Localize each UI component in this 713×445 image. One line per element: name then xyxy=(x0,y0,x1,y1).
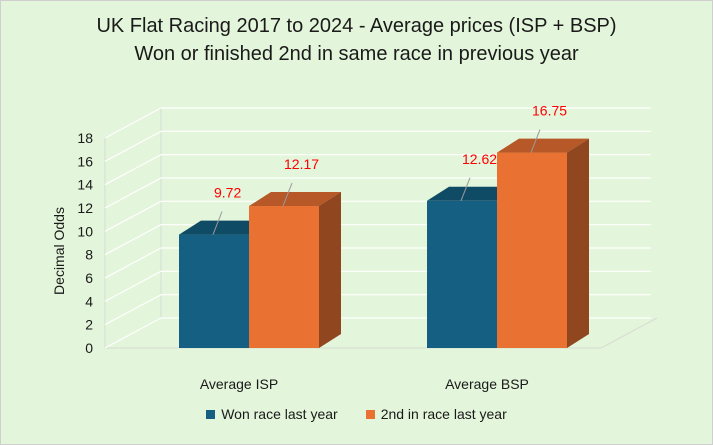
legend: Won race last year 2nd in race last year xyxy=(1,406,712,422)
y-tick-label: 2 xyxy=(85,317,93,333)
legend-swatch-second xyxy=(365,409,375,419)
y-tick-label: 18 xyxy=(77,130,93,146)
bars xyxy=(179,138,589,348)
bar-front xyxy=(427,200,497,348)
legend-item-won: Won race last year xyxy=(206,406,338,422)
side-wall xyxy=(104,107,162,349)
data-labels: 9.72 12.17 12.62 16.75 xyxy=(212,103,567,235)
x-category-label: Average ISP xyxy=(200,376,278,392)
bar-front xyxy=(179,234,249,348)
gridline xyxy=(104,107,651,139)
data-label: 16.75 xyxy=(532,103,567,119)
label-leader xyxy=(212,211,223,235)
label-leader xyxy=(530,129,541,153)
bar-side xyxy=(319,192,341,348)
label-leader xyxy=(460,177,471,201)
legend-item-second: 2nd in race last year xyxy=(365,406,507,422)
y-tick-label: 16 xyxy=(77,153,93,169)
legend-label-won: Won race last year xyxy=(221,406,338,422)
y-axis-title: Decimal Odds xyxy=(51,207,67,295)
gridline xyxy=(104,177,651,209)
bar-top xyxy=(427,186,519,201)
y-tick-label: 10 xyxy=(77,223,93,239)
label-leader xyxy=(282,182,293,207)
y-tick-label: 4 xyxy=(85,293,93,309)
y-axis: 0 2 4 6 8 10 12 14 16 18 xyxy=(77,130,93,356)
data-label: 12.62 xyxy=(462,151,497,167)
chart-title: UK Flat Racing 2017 to 2024 - Average pr… xyxy=(96,15,617,37)
data-label: 9.72 xyxy=(214,185,241,201)
gridline xyxy=(104,154,651,186)
data-label: 12.17 xyxy=(284,156,319,172)
y-tick-label: 12 xyxy=(77,200,93,216)
bar-top xyxy=(497,138,589,153)
y-tick-label: 8 xyxy=(85,247,93,263)
legend-swatch-won xyxy=(206,409,216,419)
x-axis: Average ISP Average BSP xyxy=(200,376,529,392)
chart-subtitle: Won or finished 2nd in same race in prev… xyxy=(134,43,579,65)
y-tick-label: 6 xyxy=(85,270,93,286)
bar-top xyxy=(179,220,271,235)
x-category-label: Average BSP xyxy=(445,376,529,392)
y-tick-label: 14 xyxy=(77,177,93,193)
bar-side xyxy=(567,138,589,348)
bar-front xyxy=(249,206,319,348)
bar-top xyxy=(249,192,341,207)
bar-front xyxy=(497,152,567,348)
gridline xyxy=(104,130,651,162)
legend-label-second: 2nd in race last year xyxy=(380,406,507,422)
y-tick-label: 0 xyxy=(85,340,93,356)
